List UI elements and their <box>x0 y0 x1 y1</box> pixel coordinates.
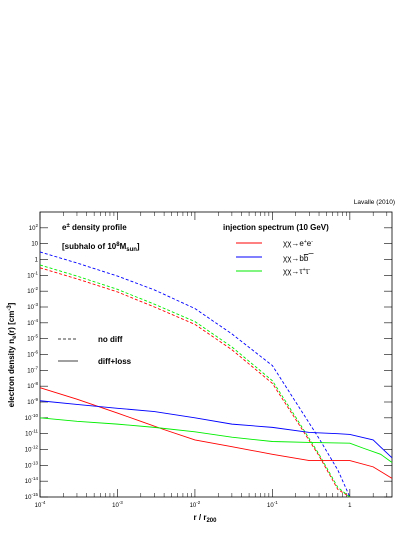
plot-frame <box>39 211 393 498</box>
y-tick-label: 1 <box>35 258 39 264</box>
y-tick-label: 10-6 <box>27 350 38 359</box>
injection-spectrum-title: injection spectrum (10 GeV) <box>223 223 329 232</box>
series-bb-diff-loss <box>39 400 393 459</box>
legend-label-bb: χχ→bb <box>283 254 309 263</box>
title-annotation: e± density profile <box>62 223 127 232</box>
legend-label-tautau: χχ→τ+τ- <box>283 267 311 276</box>
x-axis-label: r / r200 <box>194 513 218 524</box>
y-tick-label: 10-13 <box>25 460 39 469</box>
x-tick-label: 10-1 <box>267 500 278 509</box>
channel-legend: χχ→e+e- χχ→bb χχ→τ+τ- <box>236 239 314 276</box>
credit-label: Lavalle (2010) <box>354 199 395 206</box>
series-ee-no-diff <box>39 267 351 498</box>
series-bb-no-diff <box>39 251 351 498</box>
y-tick-label: 10-5 <box>27 334 38 343</box>
x-tick-label: 1 <box>348 503 352 509</box>
legend-label-no-diff: no diff <box>98 335 123 344</box>
y-tick-label: 10-1 <box>27 270 38 279</box>
legend-label-ee: χχ→e+e- <box>283 239 313 248</box>
y-tick-label: 10-15 <box>25 492 39 501</box>
x-tick-label: 10-4 <box>35 500 46 509</box>
y-tick-label: 10-7 <box>27 365 38 374</box>
style-legend: no diff diff+loss <box>58 335 132 366</box>
y-tick-label: 10-2 <box>27 286 38 295</box>
subhalo-annotation: [subhalo of 108Msun] <box>62 242 140 253</box>
y-tick-label: 10-12 <box>25 445 39 454</box>
y-tick-label: 102 <box>29 223 39 232</box>
series-tautau-diff-loss <box>39 417 393 463</box>
y-tick-label: 10-14 <box>25 476 39 485</box>
y-tick-label: 10-10 <box>25 413 39 422</box>
series-ee-diff-loss <box>39 387 393 479</box>
y-tick-label: 10-11 <box>25 429 38 438</box>
x-tick-label: 10-2 <box>190 500 201 509</box>
y-tick-label: 10-3 <box>27 302 38 311</box>
series-tautau-no-diff <box>39 264 351 498</box>
legend-label-diff-loss: diff+loss <box>98 357 132 366</box>
x-tick-label: 10-3 <box>112 500 123 509</box>
y-tick-label: 10-4 <box>27 318 38 327</box>
y-tick-label: 10-9 <box>27 397 38 406</box>
y-axis-label: electron density ne(r) [cm-3] <box>7 302 18 407</box>
y-tick-label: 10 <box>31 242 38 248</box>
y-tick-label: 10-8 <box>27 381 38 390</box>
